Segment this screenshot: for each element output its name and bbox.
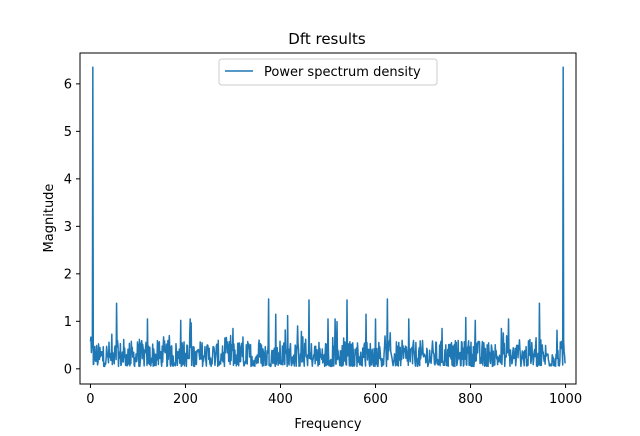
- x-axis-label: Frequency: [294, 417, 361, 432]
- y-tick-label: 0: [64, 362, 72, 377]
- y-tick-label: 6: [64, 77, 72, 92]
- y-axis: 0 1 2 3 4 5 6: [64, 77, 80, 377]
- y-axis-label: Magnitude: [42, 184, 57, 253]
- series-line-power-spectrum-density: [89, 66, 566, 368]
- x-tick-label: 600: [363, 392, 388, 407]
- x-axis: 0 200 400 600 800 1000: [86, 384, 582, 407]
- legend-entry-label: Power spectrum density: [264, 65, 421, 80]
- legend-box: [218, 58, 438, 86]
- y-tick-label: 4: [64, 172, 72, 187]
- y-tick-label: 2: [64, 267, 72, 282]
- plot-frame: [79, 52, 577, 385]
- y-tick-label: 5: [64, 125, 72, 140]
- x-tick-label: 1000: [549, 392, 582, 407]
- x-tick-label: 800: [458, 392, 483, 407]
- series-group: [89, 66, 566, 368]
- legend: Power spectrum density: [218, 58, 438, 86]
- y-tick-label: 3: [64, 220, 72, 235]
- x-tick-label: 400: [268, 392, 293, 407]
- y-tick-label: 1: [64, 315, 72, 330]
- x-tick-label: 0: [86, 392, 94, 407]
- chart-title: Dft results: [288, 30, 366, 48]
- x-tick-label: 200: [173, 392, 198, 407]
